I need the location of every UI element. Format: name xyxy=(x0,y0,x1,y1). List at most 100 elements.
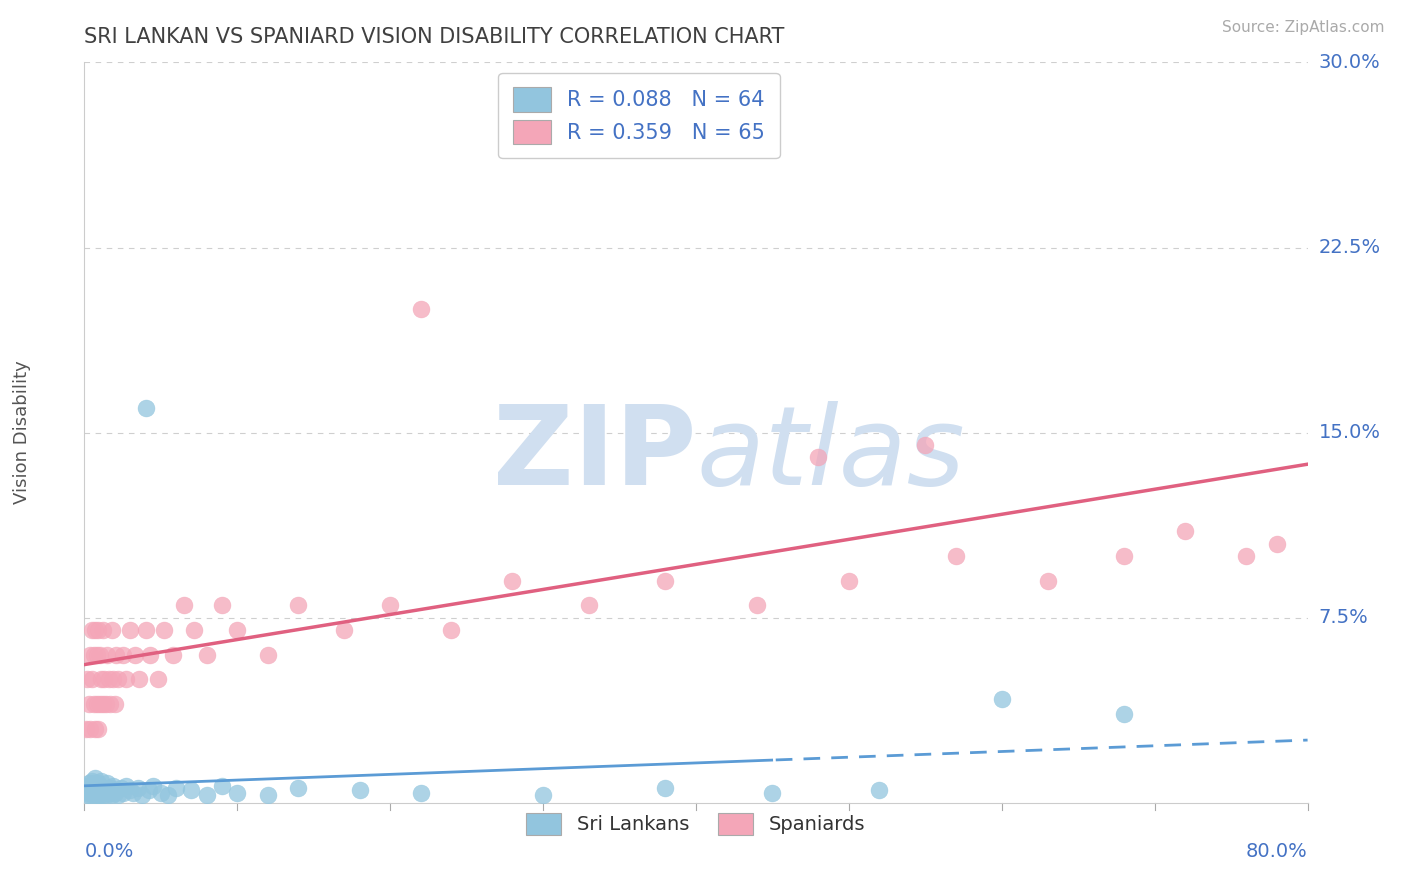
Point xyxy=(111,648,134,662)
Point xyxy=(991,692,1014,706)
Point xyxy=(654,780,676,795)
Point xyxy=(149,786,172,800)
Point xyxy=(75,722,97,736)
Point xyxy=(91,789,114,803)
Point xyxy=(287,780,309,795)
Point xyxy=(138,783,160,797)
Point xyxy=(77,697,100,711)
Point xyxy=(75,783,97,797)
Point xyxy=(502,574,524,588)
Point xyxy=(226,623,249,637)
Point xyxy=(96,648,118,662)
Point xyxy=(93,783,115,797)
Point xyxy=(165,780,187,795)
Point xyxy=(86,648,108,662)
Point xyxy=(135,623,157,637)
Point xyxy=(84,722,107,736)
Point xyxy=(157,789,180,803)
Point xyxy=(1036,574,1059,588)
Point xyxy=(104,786,127,800)
Point xyxy=(90,673,112,687)
Point xyxy=(380,599,402,613)
Point xyxy=(91,697,114,711)
Point xyxy=(131,789,153,803)
Point xyxy=(89,648,111,662)
Point xyxy=(77,786,100,800)
Point xyxy=(111,786,134,800)
Point xyxy=(104,697,127,711)
Point xyxy=(80,780,103,795)
Point xyxy=(84,771,107,785)
Point xyxy=(1114,706,1136,721)
Point xyxy=(79,779,101,793)
Point xyxy=(80,623,103,637)
Point xyxy=(128,673,150,687)
Text: 80.0%: 80.0% xyxy=(1246,842,1308,861)
Point xyxy=(162,648,184,662)
Point xyxy=(91,623,114,637)
Point xyxy=(578,599,600,613)
Point xyxy=(114,673,136,687)
Point xyxy=(103,673,125,687)
Point xyxy=(79,648,101,662)
Point xyxy=(80,786,103,800)
Point xyxy=(83,776,105,790)
Point xyxy=(914,438,936,452)
Point xyxy=(110,780,132,795)
Text: 30.0%: 30.0% xyxy=(1319,53,1381,72)
Point xyxy=(98,697,121,711)
Point xyxy=(91,780,114,795)
Point xyxy=(87,786,110,800)
Point xyxy=(93,673,115,687)
Point xyxy=(96,789,118,803)
Text: ZIP: ZIP xyxy=(492,401,696,508)
Point xyxy=(838,574,860,588)
Point xyxy=(77,776,100,790)
Point xyxy=(94,697,117,711)
Point xyxy=(1236,549,1258,563)
Point xyxy=(90,786,112,800)
Point xyxy=(173,599,195,613)
Point xyxy=(105,648,128,662)
Legend: Sri Lankans, Spaniards: Sri Lankans, Spaniards xyxy=(516,803,876,845)
Point xyxy=(139,648,162,662)
Point xyxy=(86,779,108,793)
Point xyxy=(97,786,120,800)
Point xyxy=(127,780,149,795)
Point xyxy=(76,789,98,803)
Point xyxy=(83,789,105,803)
Point xyxy=(211,779,233,793)
Point xyxy=(86,789,108,803)
Point xyxy=(142,779,165,793)
Text: 22.5%: 22.5% xyxy=(1319,238,1381,257)
Point xyxy=(96,776,118,790)
Text: 7.5%: 7.5% xyxy=(1319,608,1368,627)
Point xyxy=(101,623,124,637)
Point xyxy=(747,599,769,613)
Point xyxy=(79,789,101,803)
Point xyxy=(101,789,124,803)
Point xyxy=(107,673,129,687)
Point xyxy=(87,722,110,736)
Point xyxy=(76,673,98,687)
Point xyxy=(105,783,128,797)
Point xyxy=(257,789,280,803)
Point xyxy=(103,779,125,793)
Point xyxy=(87,776,110,790)
Point xyxy=(114,779,136,793)
Point xyxy=(79,722,101,736)
Point xyxy=(90,773,112,788)
Point xyxy=(1265,536,1288,550)
Point xyxy=(349,783,371,797)
Point xyxy=(440,623,463,637)
Point xyxy=(120,783,142,797)
Point xyxy=(89,779,111,793)
Point xyxy=(869,783,891,797)
Point xyxy=(124,648,146,662)
Point xyxy=(287,599,309,613)
Point xyxy=(83,648,105,662)
Point xyxy=(77,780,100,795)
Point xyxy=(531,789,554,803)
Point xyxy=(84,786,107,800)
Point xyxy=(76,779,98,793)
